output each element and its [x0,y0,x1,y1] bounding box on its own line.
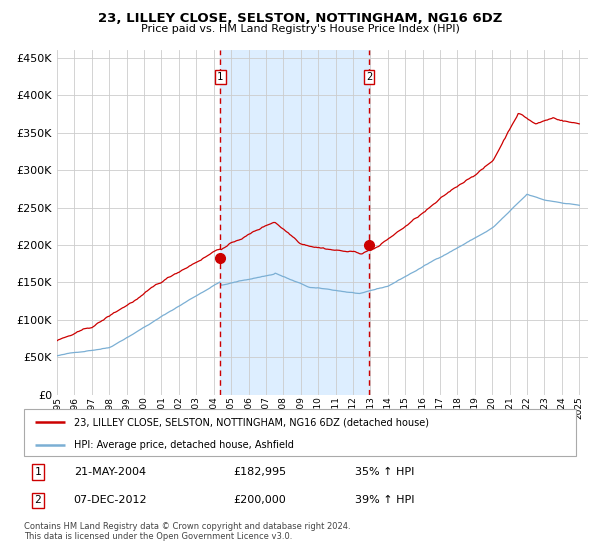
Text: 39% ↑ HPI: 39% ↑ HPI [355,496,415,505]
Text: 21-MAY-2004: 21-MAY-2004 [74,467,146,477]
Text: £182,995: £182,995 [234,467,287,477]
Text: 2: 2 [366,72,372,82]
Text: 2: 2 [34,496,41,505]
FancyBboxPatch shape [24,409,576,456]
Text: Contains HM Land Registry data © Crown copyright and database right 2024.
This d: Contains HM Land Registry data © Crown c… [24,522,350,542]
Text: 23, LILLEY CLOSE, SELSTON, NOTTINGHAM, NG16 6DZ: 23, LILLEY CLOSE, SELSTON, NOTTINGHAM, N… [98,12,502,25]
Text: 1: 1 [217,72,223,82]
Bar [220,50,369,395]
Text: HPI: Average price, detached house, Ashfield: HPI: Average price, detached house, Ashf… [74,440,293,450]
Text: £200,000: £200,000 [234,496,287,505]
Text: 07-DEC-2012: 07-DEC-2012 [74,496,148,505]
Text: 1: 1 [34,467,41,477]
Text: Price paid vs. HM Land Registry's House Price Index (HPI): Price paid vs. HM Land Registry's House … [140,24,460,34]
Text: 35% ↑ HPI: 35% ↑ HPI [355,467,415,477]
Text: 23, LILLEY CLOSE, SELSTON, NOTTINGHAM, NG16 6DZ (detached house): 23, LILLEY CLOSE, SELSTON, NOTTINGHAM, N… [74,417,428,427]
